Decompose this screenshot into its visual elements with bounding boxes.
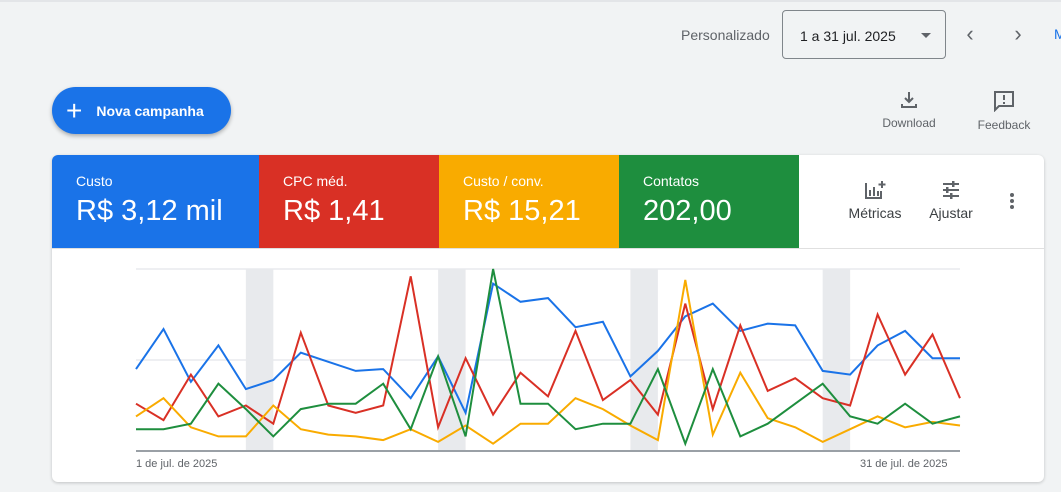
performance-line-chart: [135, 268, 961, 452]
metric-label: Custo / conv.: [463, 173, 544, 189]
date-range-value: 1 a 31 jul. 2025: [800, 28, 896, 44]
dropdown-caret-icon: [921, 33, 931, 38]
more-options-icon[interactable]: [1002, 192, 1022, 215]
new-campaign-label: Nova campanha: [96, 102, 204, 119]
metric-value: 202,00: [643, 195, 732, 227]
series-line-cpc-m-d-: [135, 276, 961, 431]
metric-value: R$ 1,41: [283, 195, 385, 227]
metric-label: CPC méd.: [283, 173, 348, 189]
metric-tile-cost-per-conv[interactable]: Custo / conv. R$ 15,21: [439, 155, 619, 248]
x-axis-start-label: 1 de jul. de 2025: [136, 458, 218, 470]
metric-label: Custo: [76, 173, 113, 189]
download-button[interactable]: Download: [878, 90, 940, 130]
feedback-button[interactable]: Feedback: [974, 90, 1034, 132]
date-range-select[interactable]: 1 a 31 jul. 2025: [782, 10, 946, 59]
plus-icon: +: [66, 94, 83, 126]
metric-label: Contatos: [643, 173, 700, 189]
metrics-button[interactable]: Métricas: [844, 180, 906, 221]
x-axis-end-label: 31 de jul. de 2025: [860, 458, 948, 470]
series-line-custo-conv-: [135, 279, 961, 445]
feedback-icon: [994, 91, 1014, 112]
feedback-label: Feedback: [977, 118, 1031, 132]
series-line-contatos: [136, 268, 961, 447]
metric-tile-cost[interactable]: Custo R$ 3,12 mil: [52, 155, 259, 248]
divider: [52, 248, 1044, 249]
adjust-button[interactable]: Ajustar: [925, 180, 977, 221]
add-chart-icon: [865, 181, 886, 199]
new-campaign-button[interactable]: + Nova campanha: [52, 87, 231, 134]
metric-value: R$ 3,12 mil: [76, 195, 223, 227]
period-label: Personalizado: [681, 27, 770, 43]
download-label: Download: [882, 116, 936, 130]
performance-card: Custo R$ 3,12 mil CPC méd. R$ 1,41 Custo /…: [52, 155, 1044, 482]
metric-tile-contacts[interactable]: Contatos 202,00: [619, 155, 799, 248]
metric-value: R$ 15,21: [463, 195, 581, 227]
series-line-custo: [135, 281, 960, 416]
more-link[interactable]: M: [1054, 26, 1061, 42]
previous-period-chevron-icon[interactable]: ‹: [966, 21, 974, 46]
metrics-label: Métricas: [848, 205, 902, 221]
metric-tile-avg-cpc[interactable]: CPC méd. R$ 1,41: [259, 155, 439, 248]
next-period-chevron-icon[interactable]: ›: [1014, 21, 1022, 46]
adjust-label: Ajustar: [929, 205, 973, 221]
tune-icon: [943, 181, 959, 199]
download-icon: [901, 92, 917, 108]
